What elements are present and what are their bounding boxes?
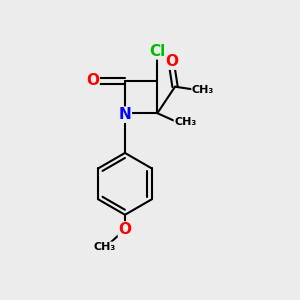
Text: CH₃: CH₃ <box>192 85 214 94</box>
Text: O: O <box>86 73 99 88</box>
Text: O: O <box>118 222 131 237</box>
Text: N: N <box>118 107 131 122</box>
Text: CH₃: CH₃ <box>93 242 116 252</box>
Text: O: O <box>166 54 178 69</box>
Text: Cl: Cl <box>149 44 166 59</box>
Text: CH₃: CH₃ <box>174 117 196 127</box>
